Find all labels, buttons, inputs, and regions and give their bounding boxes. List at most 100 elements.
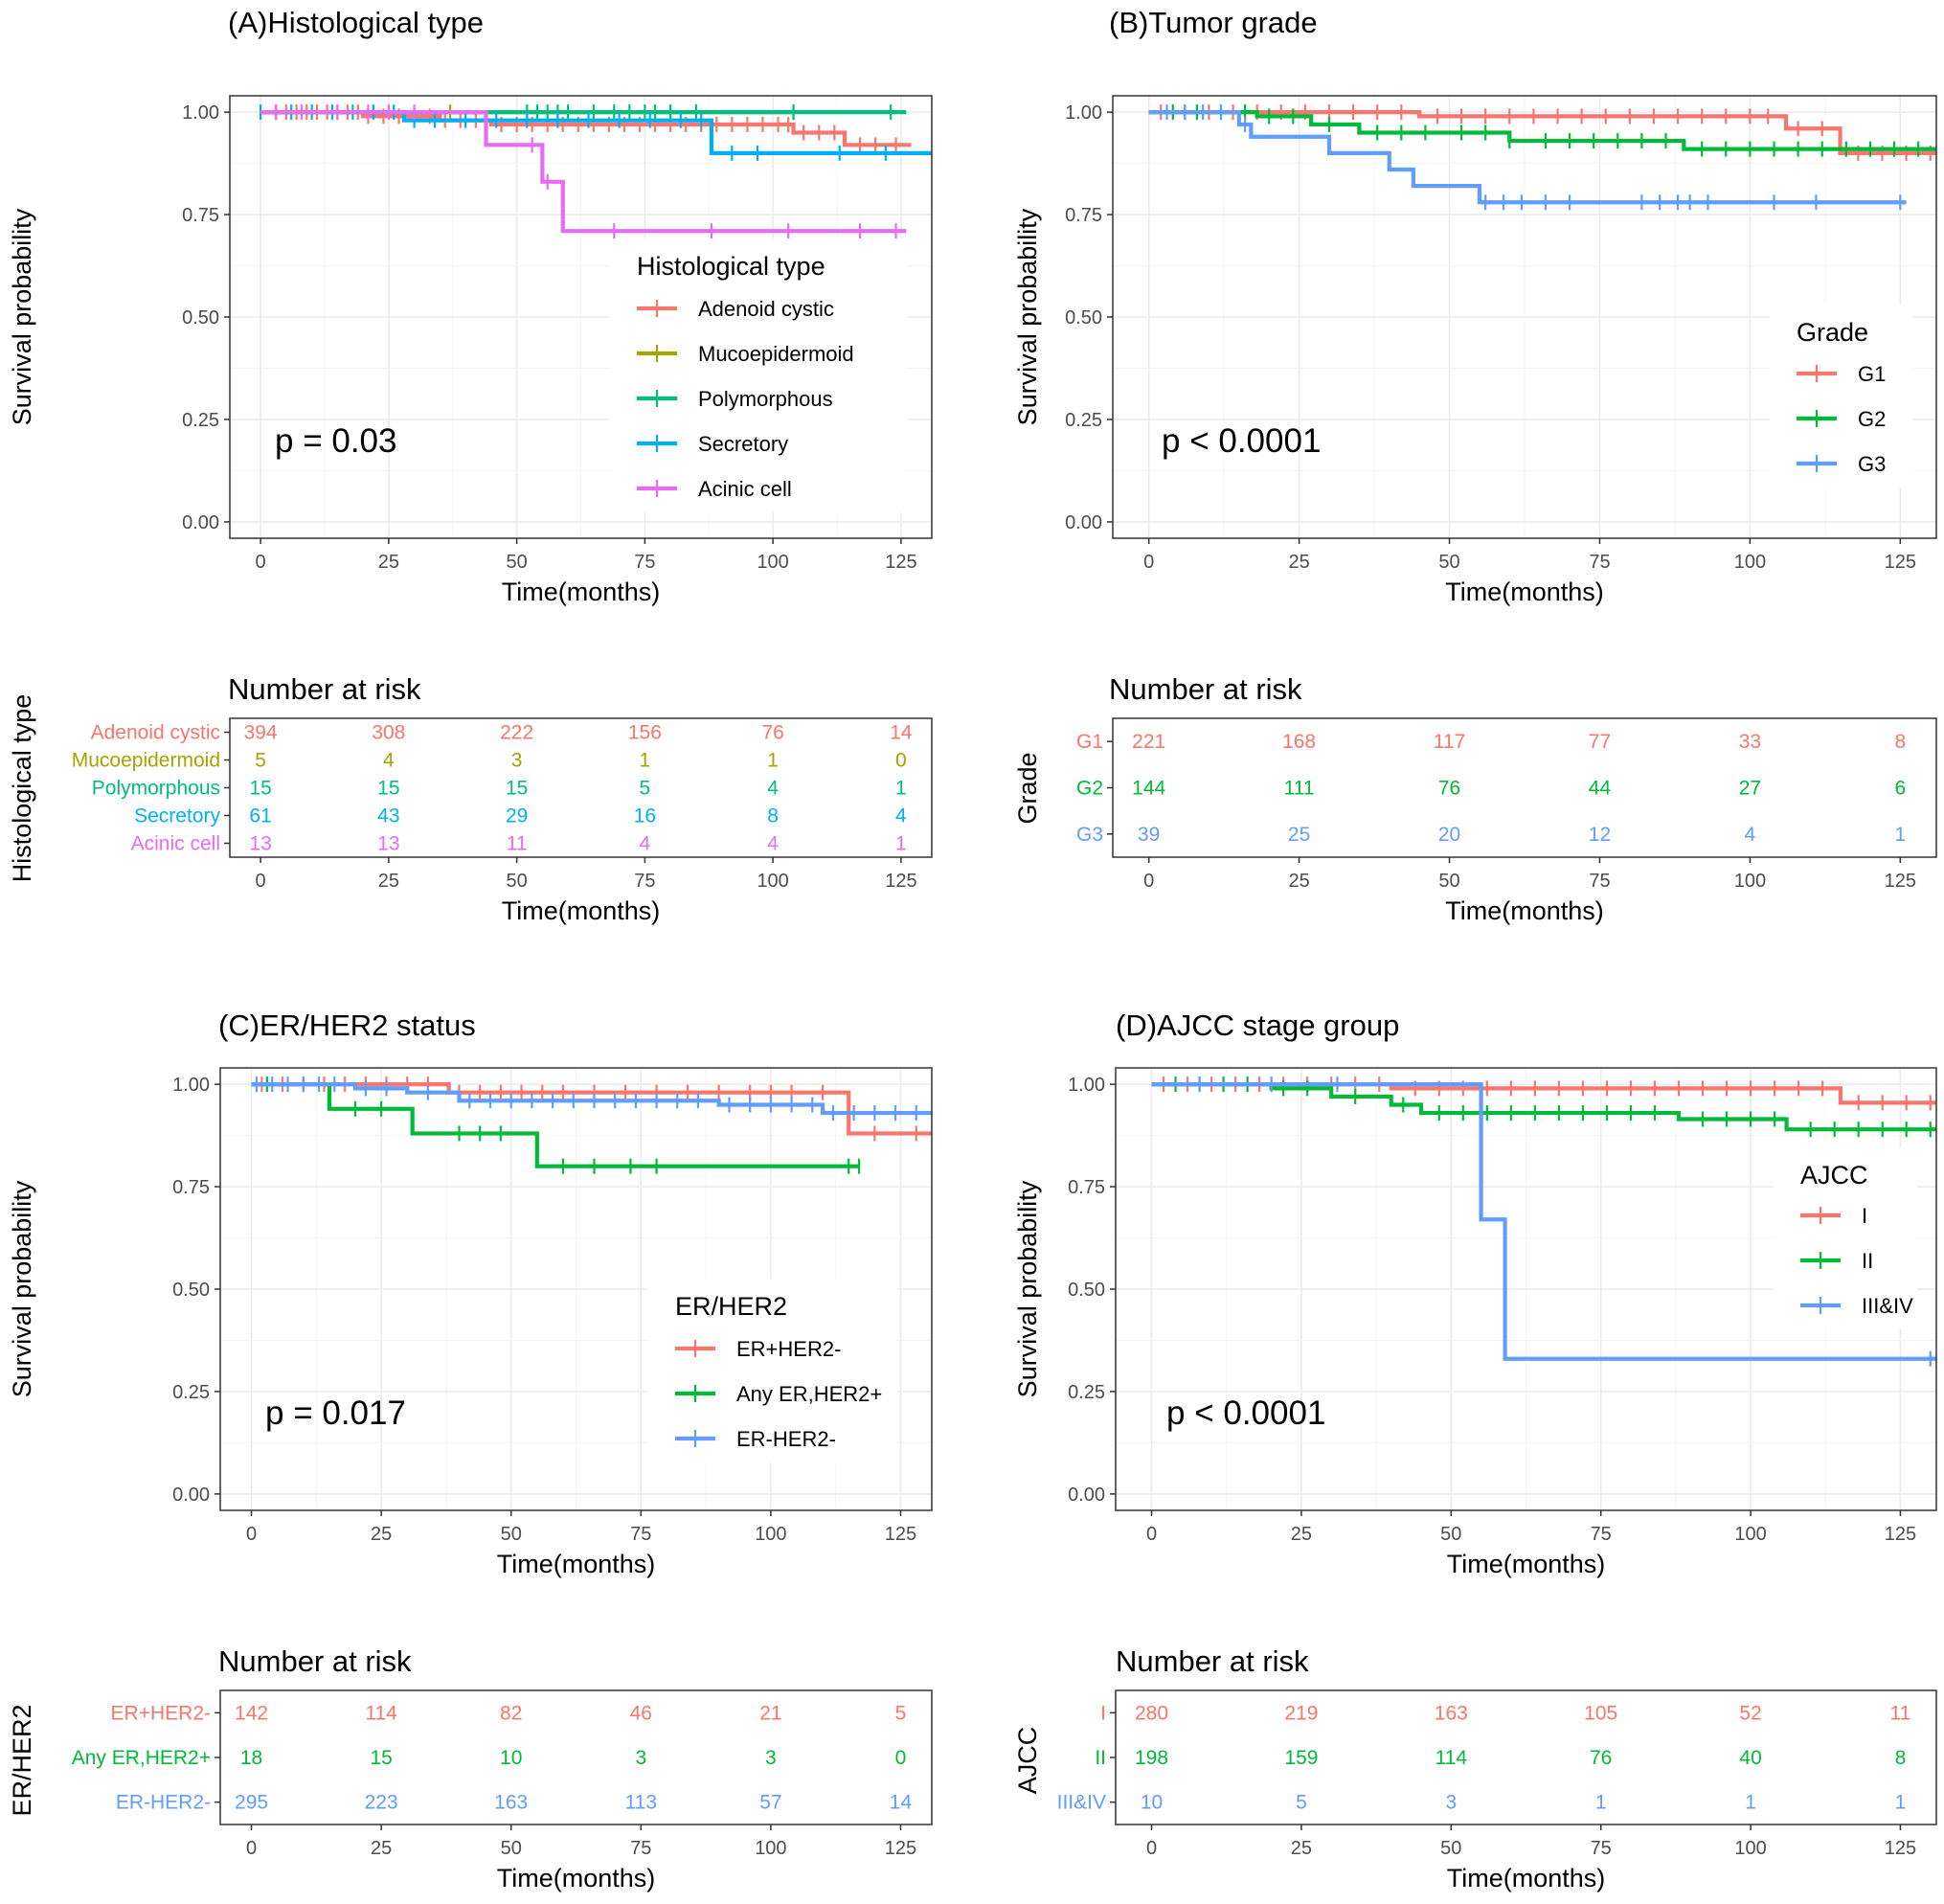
x-axis: 0 25 50 75 100 125 Time(months) [246,1510,916,1578]
risk-count: 15 [377,778,399,800]
risk-count: 15 [506,778,528,800]
x-axis-title: Time(months) [502,578,661,606]
p-value: p = 0.03 [275,422,396,460]
y-axis: 0.00 0.25 0.50 0.75 1.00 Survival probability [1013,102,1113,533]
x-tick-label: 75 [1591,1524,1612,1545]
x-tick-label: 100 [755,1524,786,1545]
y-tick-label: 0.50 [1065,307,1102,329]
x-tick-label: 50 [506,552,527,573]
series-iii-iv [1151,1077,1936,1367]
risk-count: 1 [1895,1792,1907,1814]
x-tick-label: 125 [1885,1524,1916,1545]
y-tick-label: 1.00 [1065,102,1102,124]
legend-label: III&IV [1862,1294,1913,1318]
risk-count: 4 [895,805,907,827]
series-g2 [1148,104,1936,157]
x-tick-label: 50 [1440,1524,1461,1545]
risk-x-axis: 0 25 50 75 100 125 Time(months) [256,857,917,925]
y-tick-label: 0.00 [182,512,219,533]
risk-row: G2 144 111 76 44 27 6 [1076,778,1906,800]
risk-x-tick-label: 0 [1146,1838,1157,1859]
x-axis-title: Time(months) [1445,578,1604,606]
risk-count: 8 [1895,1747,1907,1769]
risk-count: 105 [1584,1702,1617,1724]
risk-count: 3 [765,1747,777,1769]
y-tick-label: 0.75 [1065,205,1102,226]
x-tick-label: 125 [885,552,916,573]
legend-background [1770,305,1913,487]
risk-count: 25 [1288,824,1310,846]
risk-table-border [1112,717,1937,858]
survival-curve [1151,1082,1936,1132]
legend-label: Secretory [698,432,788,456]
panel-title: (B)Tumor grade [1109,6,1318,39]
risk-count: 114 [1435,1747,1468,1769]
risk-row: III&IV 10 5 3 1 1 1 [1057,1792,1907,1814]
survival-curve [1148,110,1936,151]
x-axis-title: Time(months) [497,1550,656,1578]
risk-x-tick-label: 125 [885,871,916,892]
series-any-er-her2- [251,1077,861,1174]
risk-count: 3 [635,1747,646,1769]
risk-count: 168 [1282,731,1316,753]
y-tick-label: 0.75 [172,1177,210,1198]
risk-row-label: Secretory [134,805,220,827]
survival-curve [1148,110,1907,205]
y-tick-label: 0.50 [182,307,219,329]
x-axis-title: Time(months) [1447,1550,1606,1578]
risk-count: 21 [759,1702,781,1724]
risk-x-axis-title: Time(months) [502,896,661,925]
risk-x-axis: 0 25 50 75 100 125 Time(months) [246,1825,916,1893]
x-tick-label: 100 [757,552,788,573]
risk-x-tick-label: 25 [378,871,399,892]
risk-count: 44 [1589,778,1612,800]
risk-count: 144 [1132,778,1165,800]
risk-x-tick-label: 50 [501,1838,522,1859]
risk-count: 57 [759,1792,781,1814]
risk-count: 10 [500,1747,522,1769]
risk-count: 13 [377,833,399,855]
risk-x-tick-label: 75 [634,871,655,892]
risk-row-label: III&IV [1057,1792,1106,1814]
x-tick-label: 0 [1143,552,1154,573]
risk-count: 15 [370,1747,392,1769]
legend-label: I [1862,1204,1867,1228]
legend-title: AJCC [1800,1161,1868,1190]
x-tick-label: 50 [1438,552,1459,573]
risk-x-tick-label: 50 [506,871,527,892]
risk-table-title: Number at risk [228,672,421,706]
series-acinic-cell [260,104,907,239]
risk-count: 111 [1284,778,1315,800]
risk-x-tick-label: 100 [1734,871,1766,892]
risk-row: Acinic cell 13 13 11 4 4 1 [131,833,907,855]
risk-count: 295 [235,1792,268,1814]
x-tick-label: 75 [634,552,655,573]
y-axis-title: Survival probability [1013,1180,1042,1397]
legend-label: G2 [1858,407,1886,431]
risk-x-tick-label: 50 [1440,1838,1461,1859]
risk-count: 163 [494,1792,528,1814]
risk-count: 1 [1595,1792,1607,1814]
risk-count: 77 [1589,731,1611,753]
panel-title: (A)Histological type [228,6,484,39]
risk-count: 4 [383,750,395,772]
y-tick-label: 0.75 [1068,1177,1105,1198]
risk-count: 18 [240,1747,262,1769]
risk-table-title: Number at risk [1116,1644,1309,1678]
risk-count: 113 [625,1792,657,1814]
risk-row-label: G3 [1076,824,1103,846]
risk-count: 1 [1894,824,1906,846]
risk-count: 0 [895,1747,907,1769]
risk-y-axis-title: Histological type [8,694,36,883]
risk-table-title: Number at risk [1109,672,1302,706]
risk-count: 280 [1135,1702,1168,1724]
y-tick-label: 1.00 [1068,1075,1105,1096]
risk-count: 20 [1438,824,1460,846]
risk-row: Polymorphous 15 15 15 5 4 1 [92,778,907,800]
risk-x-axis-title: Time(months) [497,1864,656,1893]
risk-count: 8 [1894,731,1906,753]
risk-count: 223 [365,1792,398,1814]
risk-row-label: G1 [1076,731,1103,753]
